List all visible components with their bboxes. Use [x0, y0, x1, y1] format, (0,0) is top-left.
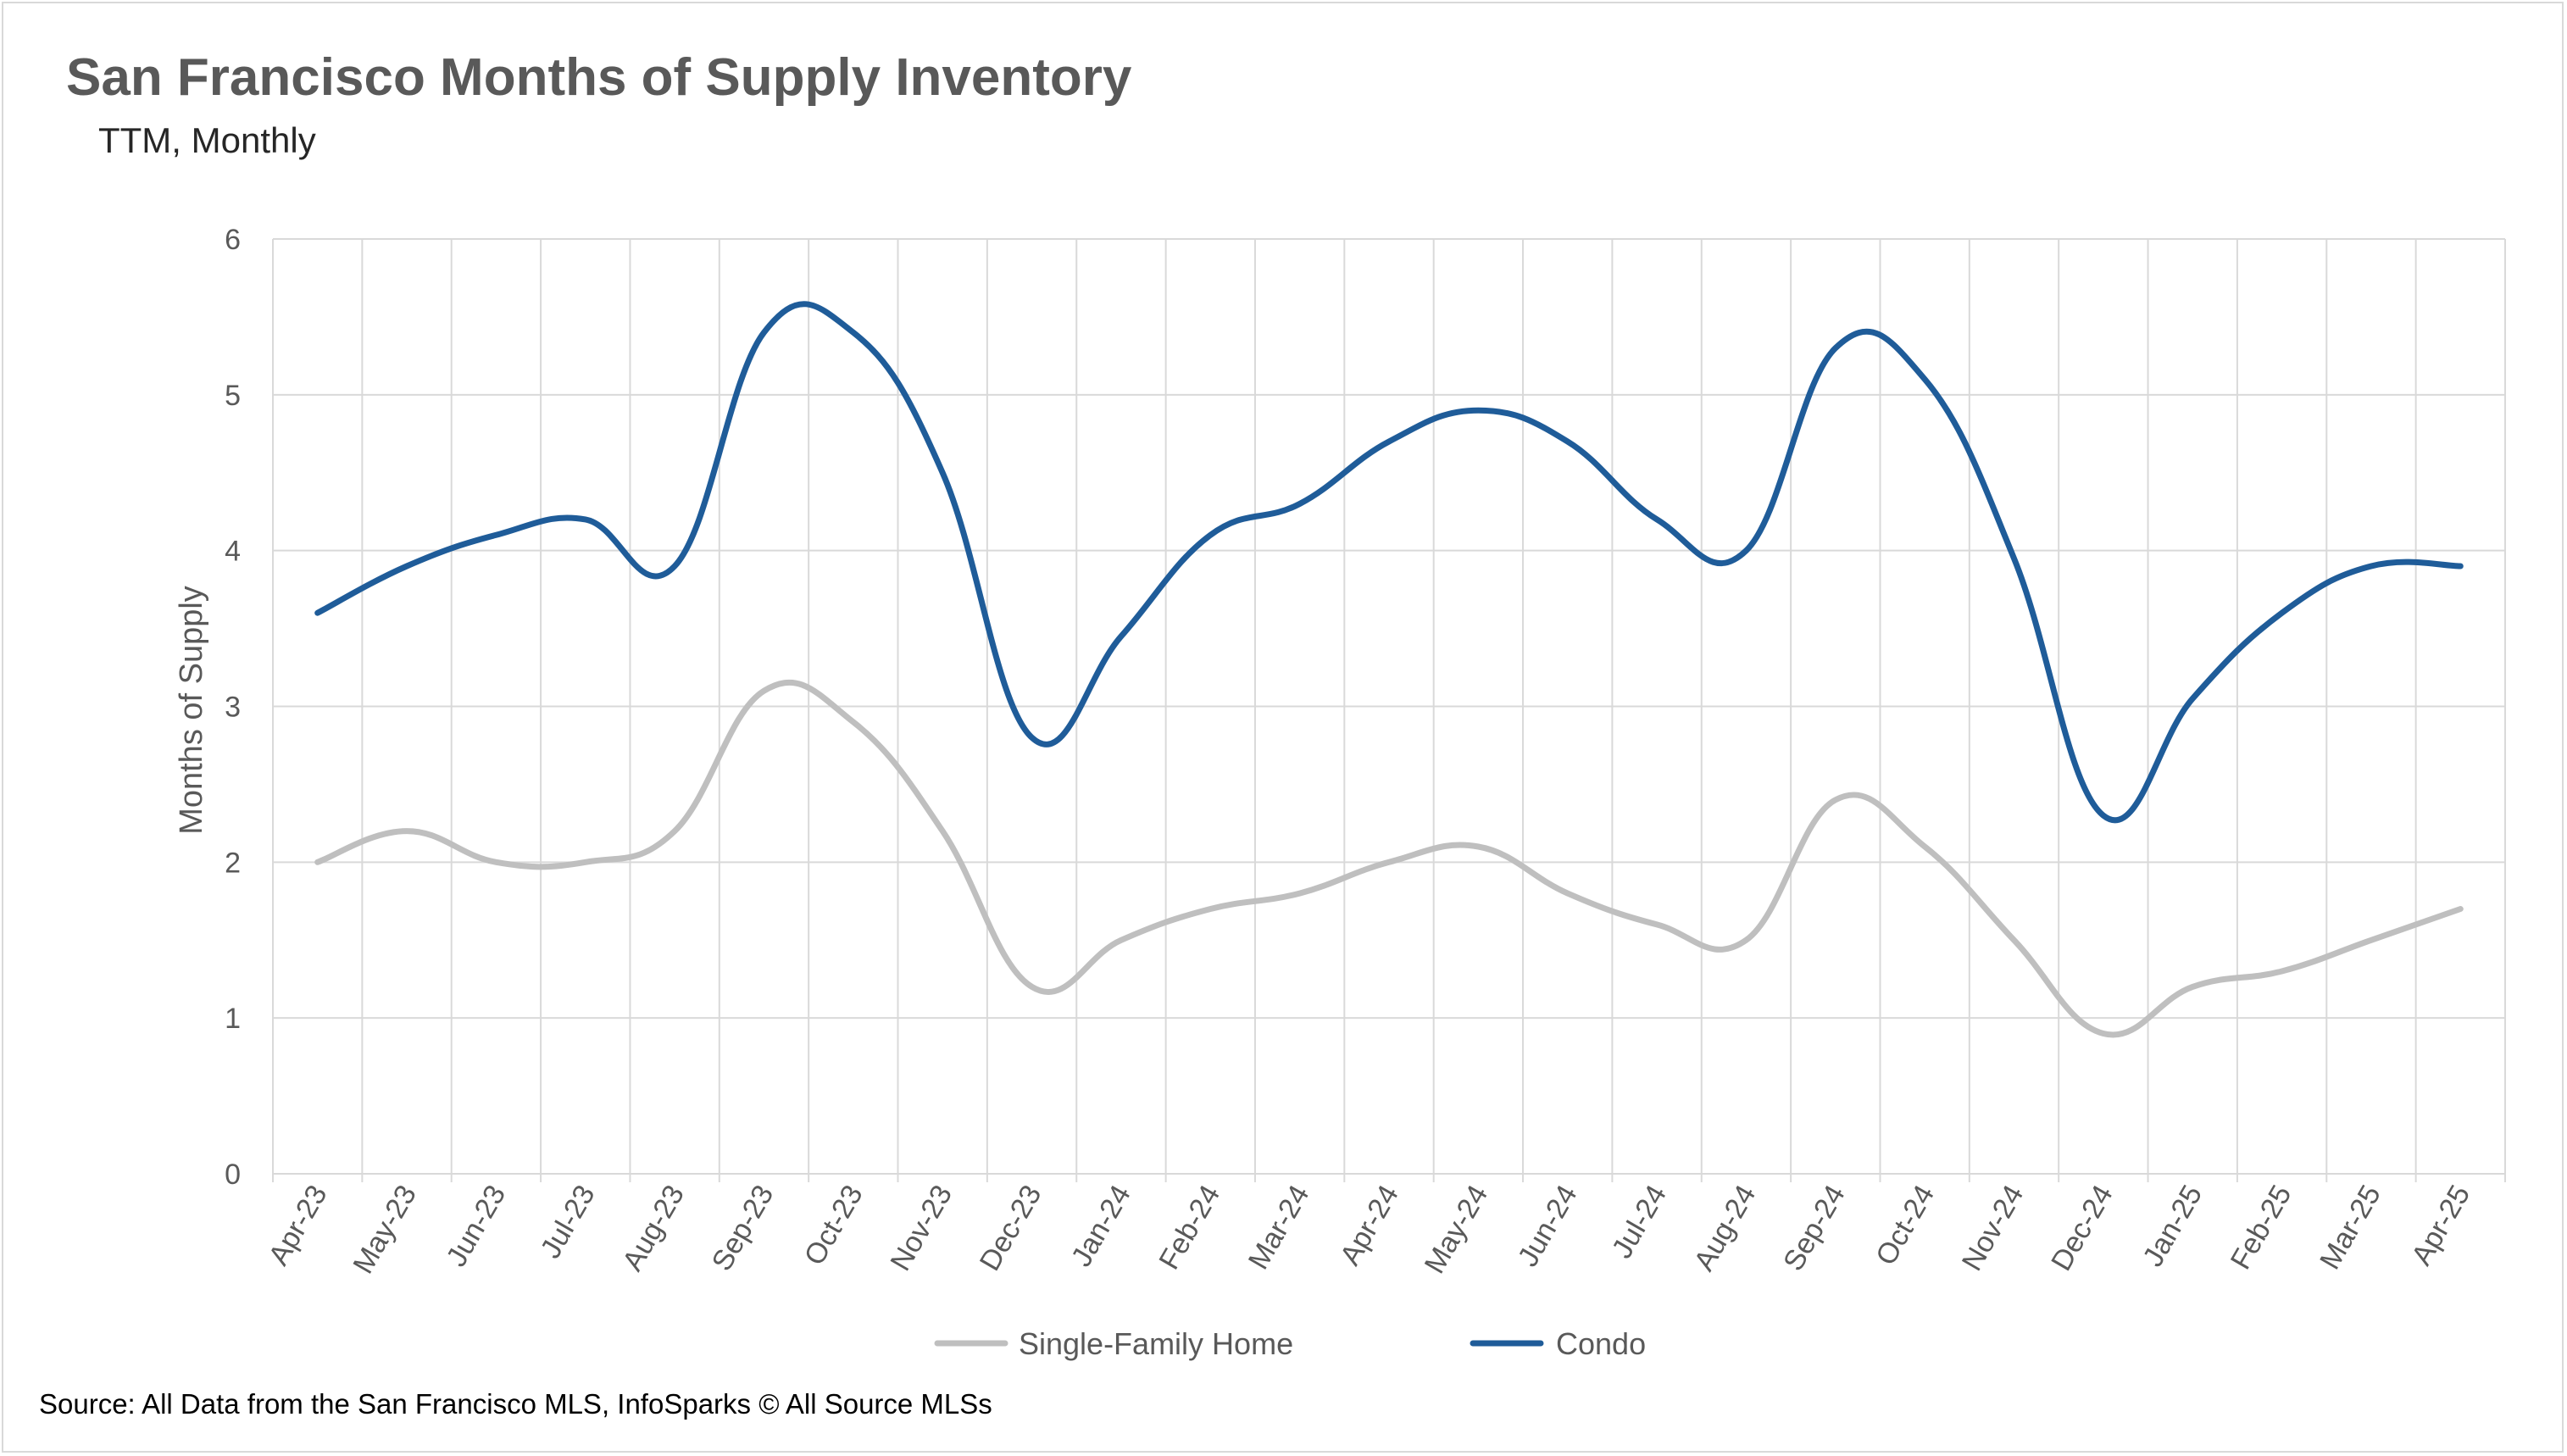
x-axis-ticks: Apr-23 May-23 Jun-23 Jul-23 Aug-23 Sep-23 Oct-…: [263, 1180, 2477, 1279]
data-point: [403, 828, 410, 835]
series-lines: [314, 301, 2464, 1038]
x-tick-label: Oct-23: [798, 1180, 870, 1270]
data-point: [492, 859, 499, 865]
x-tick-label: Aug-24: [1688, 1180, 1763, 1276]
data-point: [2189, 983, 2196, 990]
x-tick-label: Sep-23: [706, 1180, 781, 1276]
data-point: [1207, 905, 1214, 912]
data-point: [582, 859, 589, 865]
x-tick-label: Dec-23: [974, 1180, 1048, 1276]
x-tick-label: Nov-23: [884, 1180, 958, 1276]
x-tick-label: Apr-25: [2405, 1180, 2476, 1270]
chart-subtitle: TTM, Monthly: [98, 120, 316, 160]
data-point: [1297, 501, 1303, 508]
legend: Single-Family Home Condo: [934, 1326, 1646, 1361]
data-point: [2368, 563, 2375, 570]
data-point: [2279, 609, 2286, 616]
y-tick-label: 2: [225, 847, 241, 879]
x-tick-label: Mar-24: [1242, 1180, 1316, 1275]
y-tick-label: 3: [225, 692, 241, 724]
data-point: [582, 516, 589, 523]
x-tick-label: Jun-23: [440, 1180, 512, 1272]
data-point: [2011, 936, 2018, 943]
x-tick-label: May-24: [1419, 1180, 1495, 1279]
series-line-condo: [314, 301, 2464, 824]
data-point: [1118, 936, 1125, 943]
data-point: [1921, 375, 1928, 382]
legend-label: Single-Family Home: [1019, 1326, 1293, 1361]
data-point: [314, 609, 321, 616]
data-point: [1921, 843, 1928, 850]
data-point: [2100, 1031, 2107, 1037]
data-point: [314, 859, 321, 865]
data-point: [760, 329, 767, 336]
x-tick-label: Dec-24: [2045, 1180, 2120, 1276]
data-point: [671, 563, 678, 570]
x-tick-label: Apr-24: [1334, 1180, 1405, 1270]
data-point: [1029, 734, 1036, 741]
x-tick-label: Apr-23: [263, 1180, 334, 1270]
y-axis-title: Months of Supply: [174, 586, 209, 835]
x-tick-label: Aug-23: [616, 1180, 691, 1276]
data-point: [1564, 438, 1571, 445]
data-point: [1742, 547, 1749, 554]
x-tick-label: Jan-24: [1065, 1180, 1137, 1272]
chart-title: San Francisco Months of Supply Inventory: [66, 48, 1132, 107]
y-axis-ticks: 0 1 2 3 4 5 6: [225, 224, 241, 1191]
data-point: [939, 828, 946, 835]
data-point: [1386, 438, 1392, 445]
data-point: [1029, 983, 1036, 990]
x-tick-label: Feb-25: [2225, 1180, 2298, 1275]
gridlines: [272, 238, 2506, 1182]
data-point: [1386, 859, 1392, 865]
data-point: [1564, 890, 1571, 897]
x-tick-label: Jul-23: [534, 1180, 601, 1264]
data-point: [2100, 812, 2107, 819]
y-tick-label: 5: [225, 380, 241, 412]
data-point: [939, 470, 946, 476]
x-tick-label: Sep-24: [1777, 1180, 1852, 1276]
y-tick-label: 1: [225, 1003, 241, 1035]
source-note: Source: All Data from the San Francisco …: [39, 1388, 992, 1420]
x-tick-label: Mar-25: [2314, 1180, 2387, 1275]
y-tick-label: 0: [225, 1159, 241, 1191]
data-point: [1832, 797, 1839, 803]
data-point: [1475, 843, 1481, 850]
data-point: [403, 563, 410, 570]
data-point: [1653, 516, 1660, 523]
data-point: [1297, 890, 1303, 897]
data-point: [1118, 633, 1125, 640]
data-point: [1742, 936, 1749, 943]
x-tick-label: May-23: [347, 1180, 423, 1279]
data-point: [2189, 695, 2196, 702]
x-tick-label: Oct-24: [1870, 1180, 1941, 1270]
x-tick-label: Feb-24: [1153, 1180, 1226, 1275]
series-line-single-family-home: [314, 679, 2464, 1038]
legend-label: Condo: [1556, 1326, 1646, 1361]
data-point: [850, 329, 857, 336]
data-point: [2457, 563, 2464, 570]
data-point: [1832, 345, 1839, 352]
data-point: [2368, 936, 2375, 943]
data-point: [2279, 968, 2286, 975]
data-point: [671, 828, 678, 835]
data-point: [1653, 921, 1660, 928]
data-point: [492, 531, 499, 538]
data-point: [2011, 555, 2018, 562]
y-tick-label: 4: [225, 536, 241, 568]
data-point: [850, 719, 857, 725]
data-point: [2457, 905, 2464, 912]
y-tick-label: 6: [225, 224, 241, 256]
x-tick-label: Jan-25: [2136, 1180, 2209, 1272]
x-tick-label: Jun-24: [1512, 1180, 1584, 1272]
x-tick-label: Jul-24: [1606, 1180, 1673, 1264]
x-tick-label: Nov-24: [1956, 1180, 2031, 1276]
data-point: [1207, 531, 1214, 538]
data-point: [760, 687, 767, 694]
data-point: [1475, 407, 1481, 414]
